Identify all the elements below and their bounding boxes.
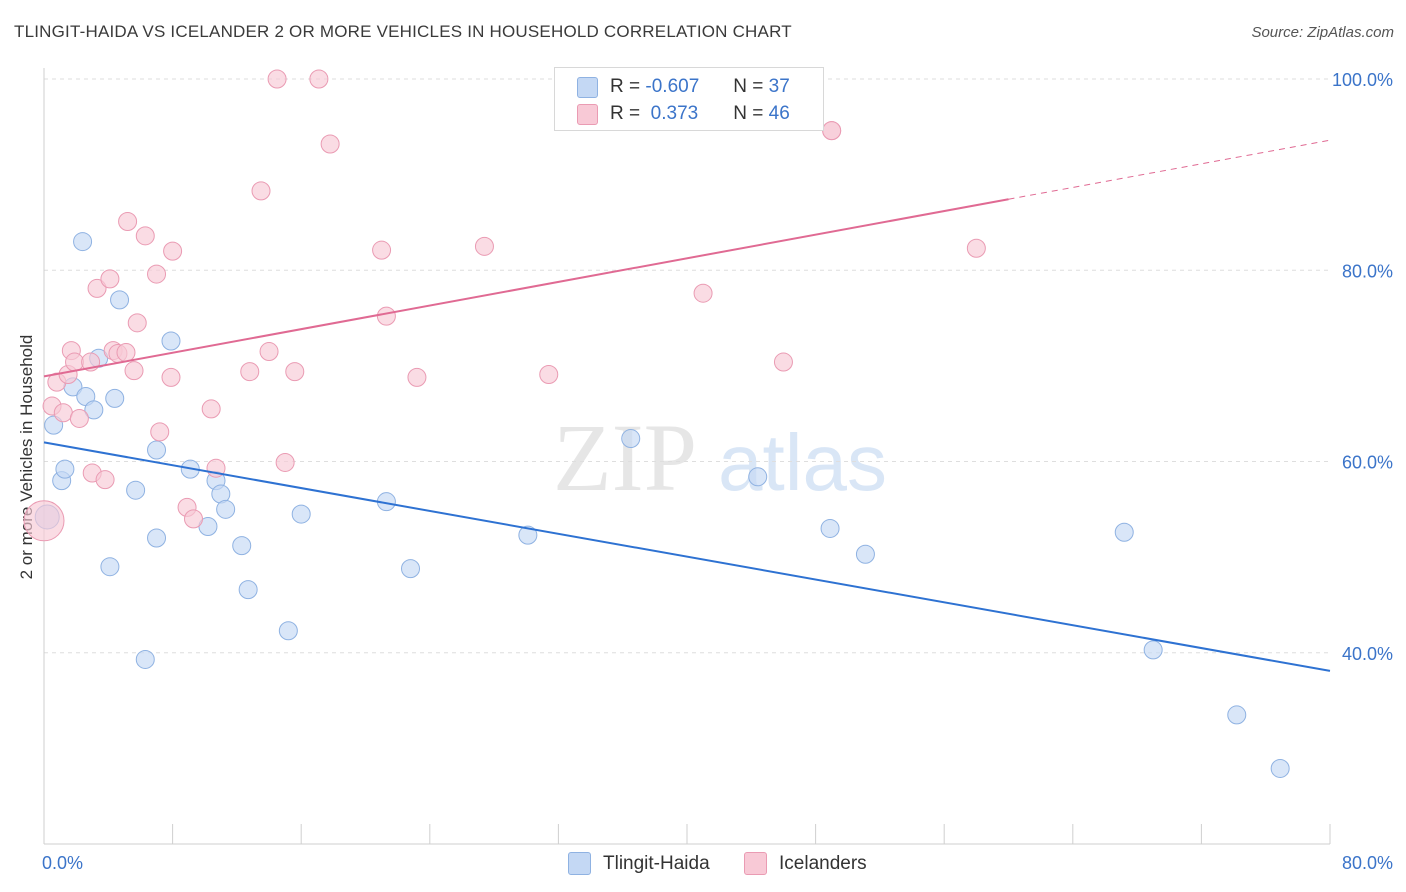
tlingit-haida-point <box>1143 640 1163 660</box>
icelanders-point <box>372 240 392 260</box>
tlingit-haida-point <box>110 290 130 310</box>
tlingit-haida-point <box>100 557 120 577</box>
tlingit-haida-point <box>1227 705 1247 725</box>
legend-r-label-1: R = <box>610 76 641 97</box>
icelanders-point <box>275 452 295 472</box>
legend-r-value-1: -0.607 <box>645 76 700 97</box>
icelanders-point <box>251 181 271 201</box>
y-tick-label: 40.0% <box>1342 644 1393 664</box>
icelanders-point <box>693 283 713 303</box>
y-tick-label: 60.0% <box>1342 453 1393 473</box>
icelanders-point <box>407 367 427 387</box>
legend-n-value-1: 37 <box>768 76 790 97</box>
tlingit-haida-point <box>232 536 252 556</box>
tlingit-haida-point <box>291 504 311 524</box>
tlingit-haida-point <box>147 440 167 460</box>
icelanders-point <box>309 69 329 89</box>
legend-swatch-blue <box>577 76 598 98</box>
bottom-legend-icelanders: Icelanders <box>744 852 867 875</box>
bottom-legend-label-1: Tlingit-Haida <box>603 852 710 874</box>
watermark-zip: ZIP <box>553 404 697 511</box>
legend-row-icelanders: R = 0.373 N = 46 <box>577 101 790 127</box>
icelanders-point <box>135 226 155 246</box>
icelanders-point <box>161 367 181 387</box>
legend-swatch-pink <box>577 103 598 125</box>
chart-source: Source: ZipAtlas.com <box>1251 24 1394 41</box>
tlingit-haida-point <box>147 528 167 548</box>
legend-r-value-2: 0.373 <box>645 103 699 124</box>
tlingit-haida-point <box>518 525 538 545</box>
tlingit-haida-point <box>1270 758 1290 778</box>
correlation-legend: R = -0.607 N = 37 R = 0.373 N = 46 <box>554 67 824 131</box>
tlingit-haida-point <box>73 232 93 252</box>
x-tick-label: 0.0% <box>42 853 83 873</box>
icelanders-point <box>95 470 115 490</box>
icelanders-point <box>267 69 287 89</box>
icelanders-point <box>259 342 279 362</box>
x-tick-label: 80.0% <box>1342 853 1393 873</box>
tlingit-haida-point <box>84 400 104 420</box>
icelanders-point <box>539 364 559 384</box>
icelanders-point <box>65 352 85 372</box>
legend-row-tlingit-haida: R = -0.607 N = 37 <box>577 74 790 100</box>
legend-r-label-2: R = <box>610 103 641 124</box>
trend-line-icelanders <box>43 198 1009 378</box>
icelanders-point <box>116 342 136 362</box>
icelanders-point <box>163 241 183 261</box>
legend-n-value-2: 46 <box>768 103 790 124</box>
tlingit-haida-point <box>1114 522 1134 542</box>
icelanders-point <box>118 211 138 231</box>
icelanders-point <box>127 313 147 333</box>
icelanders-point <box>150 422 170 442</box>
legend-n-label-2: N = <box>733 103 764 124</box>
icelanders-point <box>773 352 793 372</box>
tlingit-haida-point <box>855 544 875 564</box>
icelanders-point <box>69 408 89 428</box>
bottom-legend-swatch-blue <box>568 852 591 875</box>
icelanders-point <box>376 306 396 326</box>
tlingit-haida-point <box>105 388 125 408</box>
icelanders-point <box>240 362 260 382</box>
tlingit-haida-point <box>55 459 75 479</box>
tlingit-haida-point <box>401 559 421 579</box>
watermark-atlas: atlas <box>718 418 887 507</box>
icelanders-point <box>285 362 305 382</box>
tlingit-haida-point <box>126 480 146 500</box>
bottom-legend: Tlingit-Haida Icelanders <box>0 852 1406 878</box>
tlingit-haida-point <box>278 621 298 641</box>
icelanders-point <box>87 278 107 298</box>
icelanders-point <box>822 121 842 141</box>
icelanders-point <box>183 509 203 529</box>
chart-title: TLINGIT-HAIDA VS ICELANDER 2 OR MORE VEH… <box>14 22 792 41</box>
icelanders-point <box>100 269 120 289</box>
legend-n-label-1: N = <box>733 76 764 97</box>
icelanders-point <box>474 236 494 256</box>
tlingit-haida-point <box>820 518 840 538</box>
y-tick-label: 100.0% <box>1332 70 1393 90</box>
y-axis-label: 2 or more Vehicles in Household <box>17 335 36 580</box>
icelanders-point <box>23 500 65 542</box>
tlingit-haida-point <box>216 499 236 519</box>
icelanders-point <box>320 134 340 154</box>
bottom-legend-swatch-pink <box>744 852 767 875</box>
tlingit-haida-point <box>238 580 258 600</box>
trend-line-tlingit-haida <box>43 441 1331 672</box>
tlingit-haida-point <box>621 429 641 449</box>
icelanders-point <box>966 238 986 258</box>
tlingit-haida-point <box>161 331 181 351</box>
bottom-legend-label-2: Icelanders <box>779 852 867 874</box>
tlingit-haida-point <box>748 467 768 487</box>
bottom-legend-tlingit-haida: Tlingit-Haida <box>568 852 710 875</box>
icelanders-point <box>147 264 167 284</box>
icelanders-point <box>124 361 144 381</box>
icelanders-point <box>201 399 221 419</box>
tlingit-haida-point <box>135 649 155 669</box>
icelanders-point <box>53 403 73 423</box>
trend-line-icelanders-extension <box>1008 139 1331 200</box>
y-tick-label: 80.0% <box>1342 261 1393 281</box>
